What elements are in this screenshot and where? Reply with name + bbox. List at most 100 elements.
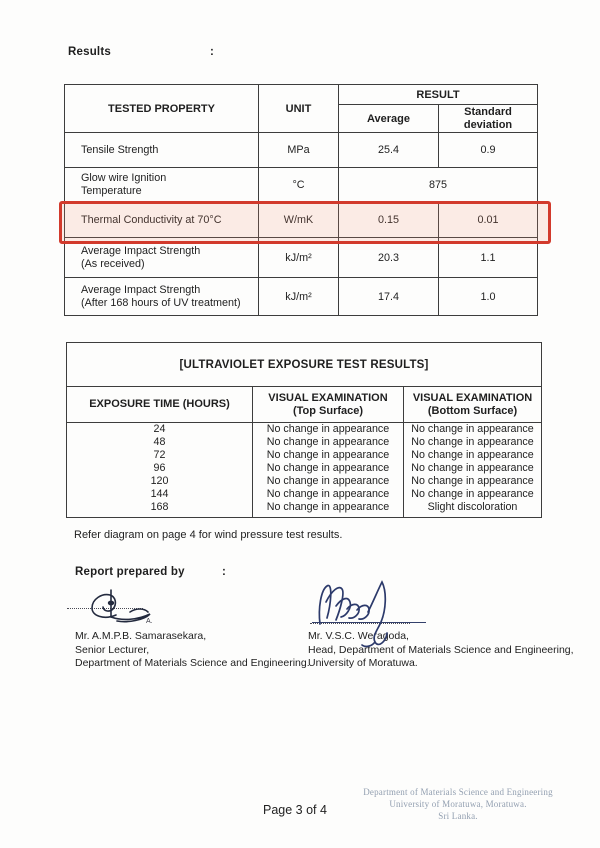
unit-cell: W/mK [258, 202, 339, 238]
signature-weragoda-scribble [318, 580, 388, 648]
average-cell: 25.4 [338, 132, 439, 168]
std-cell: 1.1 [438, 237, 538, 278]
stamp-line2: University of Moratuwa, Moratuwa. [389, 799, 527, 809]
signatory-department: Department of Materials Science and Engi… [75, 657, 310, 669]
signatory-university: University of Moratuwa. [308, 657, 418, 669]
signatory-name: Mr. A.M.P.B. Samarasekara, [75, 630, 207, 642]
hours-cell: 24 [66, 421, 253, 436]
property-line: Thermal Conductivity at 70°C [81, 213, 222, 226]
stamp-line3: Sri Lanka. [438, 811, 478, 821]
property-line: (As received) [81, 257, 145, 270]
bottom-surface-cell: No change in appearance [403, 421, 542, 436]
hours-cell: 72 [66, 449, 253, 462]
col-header-tested-property: TESTED PROPERTY [64, 84, 259, 133]
results-heading: Results [68, 46, 111, 58]
header-line: (Top Surface) [292, 404, 364, 417]
col-header-top-surface: VISUAL EXAMINATION (Top Surface) [252, 386, 404, 423]
top-surface-cell: No change in appearance [252, 501, 404, 518]
results-table: TESTED PROPERTY UNIT RESULT Average Stan… [64, 84, 538, 316]
uv-exposure-table: [ULTRAVIOLET EXPOSURE TEST RESULTS] EXPO… [65, 342, 543, 423]
prepared-by-colon: : [222, 566, 226, 578]
uv-exposure-table-body: 24 No change in appearance No change in … [66, 421, 542, 518]
signature-weragoda [314, 578, 414, 650]
header-line: VISUAL EXAMINATION [412, 391, 533, 404]
hours-cell: 48 [66, 436, 253, 449]
property-cell: Tensile Strength [64, 132, 259, 168]
signatory-left-block: Mr. A.M.P.B. Samarasekara, Senior Lectur… [75, 630, 310, 671]
uv-row: 120 No change in appearance No change in… [66, 475, 542, 488]
col-header-average: Average [338, 104, 439, 133]
property-line: Temperature [81, 185, 142, 197]
col-header-result: RESULT [338, 84, 538, 105]
hours-cell: 96 [66, 462, 253, 475]
signature-dots-left-suffix: A. [146, 618, 153, 625]
top-surface-cell: No change in appearance [252, 462, 404, 475]
std-cell: 0.9 [438, 132, 538, 168]
average-cell: 17.4 [338, 277, 439, 316]
bottom-surface-cell: No change in appearance [403, 462, 542, 475]
top-surface-cell: No change in appearance [252, 488, 404, 501]
stamp-line1: Department of Materials Science and Engi… [363, 787, 553, 797]
unit-cell: °C [258, 167, 339, 203]
average-cell: 20.3 [338, 237, 439, 278]
table-row-highlighted: Thermal Conductivity at 70°C W/mK 0.15 0… [64, 202, 538, 238]
uv-row: 96 No change in appearance No change in … [66, 462, 542, 475]
table-row: Glow wire Ignition Temperature °C 875 [64, 167, 538, 203]
property-cell: Average Impact Strength (As received) [64, 237, 259, 278]
std-cell: 1.0 [438, 277, 538, 316]
signature-dots-left [67, 608, 143, 609]
std-cell: 0.01 [438, 202, 538, 238]
bottom-surface-cell: No change in appearance [403, 436, 542, 449]
col-header-unit: UNIT [258, 84, 339, 133]
signatory-right-block: Mr. V.S.C. Weragoda, Head, Department of… [308, 630, 574, 671]
bottom-surface-cell: No change in appearance [403, 475, 542, 488]
property-line: (After 168 hours of UV treatment) [81, 296, 241, 309]
property-line: Average Impact Strength [81, 244, 201, 257]
table-row: Average Impact Strength (As received) kJ… [64, 237, 538, 278]
hours-cell: 144 [66, 488, 253, 501]
bottom-surface-cell: No change in appearance [403, 488, 542, 501]
average-cell: 0.15 [338, 202, 439, 238]
unit-cell: kJ/m² [258, 277, 339, 316]
bottom-surface-cell: Slight discoloration [403, 501, 542, 518]
property-line: Average Impact Strength [81, 283, 201, 296]
top-surface-cell: No change in appearance [252, 449, 404, 462]
bottom-surface-cell: No change in appearance [403, 449, 542, 462]
refer-note: Refer diagram on page 4 for wind pressur… [74, 529, 343, 541]
header-line: VISUAL EXAMINATION [268, 391, 388, 404]
signature-dots-right [310, 623, 410, 624]
header-line: (Bottom Surface) [427, 404, 518, 417]
uv-row: 24 No change in appearance No change in … [66, 421, 542, 436]
signature-line-right [312, 622, 426, 623]
uv-row: 48 No change in appearance No change in … [66, 436, 542, 449]
uv-table-title: [ULTRAVIOLET EXPOSURE TEST RESULTS] [65, 342, 543, 387]
col-header-exposure-time: EXPOSURE TIME (HOURS) [66, 386, 253, 423]
top-surface-cell: No change in appearance [252, 421, 404, 436]
uv-row: 144 No change in appearance No change in… [66, 488, 542, 501]
merged-value-cell: 875 [338, 167, 538, 203]
top-surface-cell: No change in appearance [252, 475, 404, 488]
signatory-title: Senior Lecturer, [75, 643, 150, 656]
signatory-name: Mr. V.S.C. Weragoda, [308, 630, 409, 642]
signatory-title: Head, Department of Materials Science an… [308, 643, 574, 656]
results-heading-colon: : [210, 46, 214, 58]
signature-samarasekara [86, 588, 170, 626]
top-surface-cell: No change in appearance [252, 436, 404, 449]
col-header-bottom-surface: VISUAL EXAMINATION (Bottom Surface) [402, 386, 543, 423]
property-cell: Average Impact Strength (After 168 hours… [64, 277, 259, 316]
uv-row: 72 No change in appearance No change in … [66, 449, 542, 462]
table-row: Tensile Strength MPa 25.4 0.9 [64, 132, 538, 168]
prepared-by-heading: Report prepared by [75, 566, 185, 578]
unit-cell: kJ/m² [258, 237, 339, 278]
uv-row: 168 No change in appearance Slight disco… [66, 501, 542, 518]
std-header-line2: deviation [463, 118, 513, 131]
property-line: Tensile Strength [81, 143, 159, 156]
property-cell: Thermal Conductivity at 70°C [64, 202, 259, 238]
department-stamp: Department of Materials Science and Engi… [338, 786, 578, 822]
hours-cell: 120 [66, 475, 253, 488]
signature-samarasekara-scribble [91, 589, 151, 623]
std-header-line1: Standard [464, 105, 512, 118]
hours-cell: 168 [66, 501, 253, 518]
page-number: Page 3 of 4 [263, 803, 327, 817]
col-header-std-deviation: Standard deviation [438, 104, 538, 133]
